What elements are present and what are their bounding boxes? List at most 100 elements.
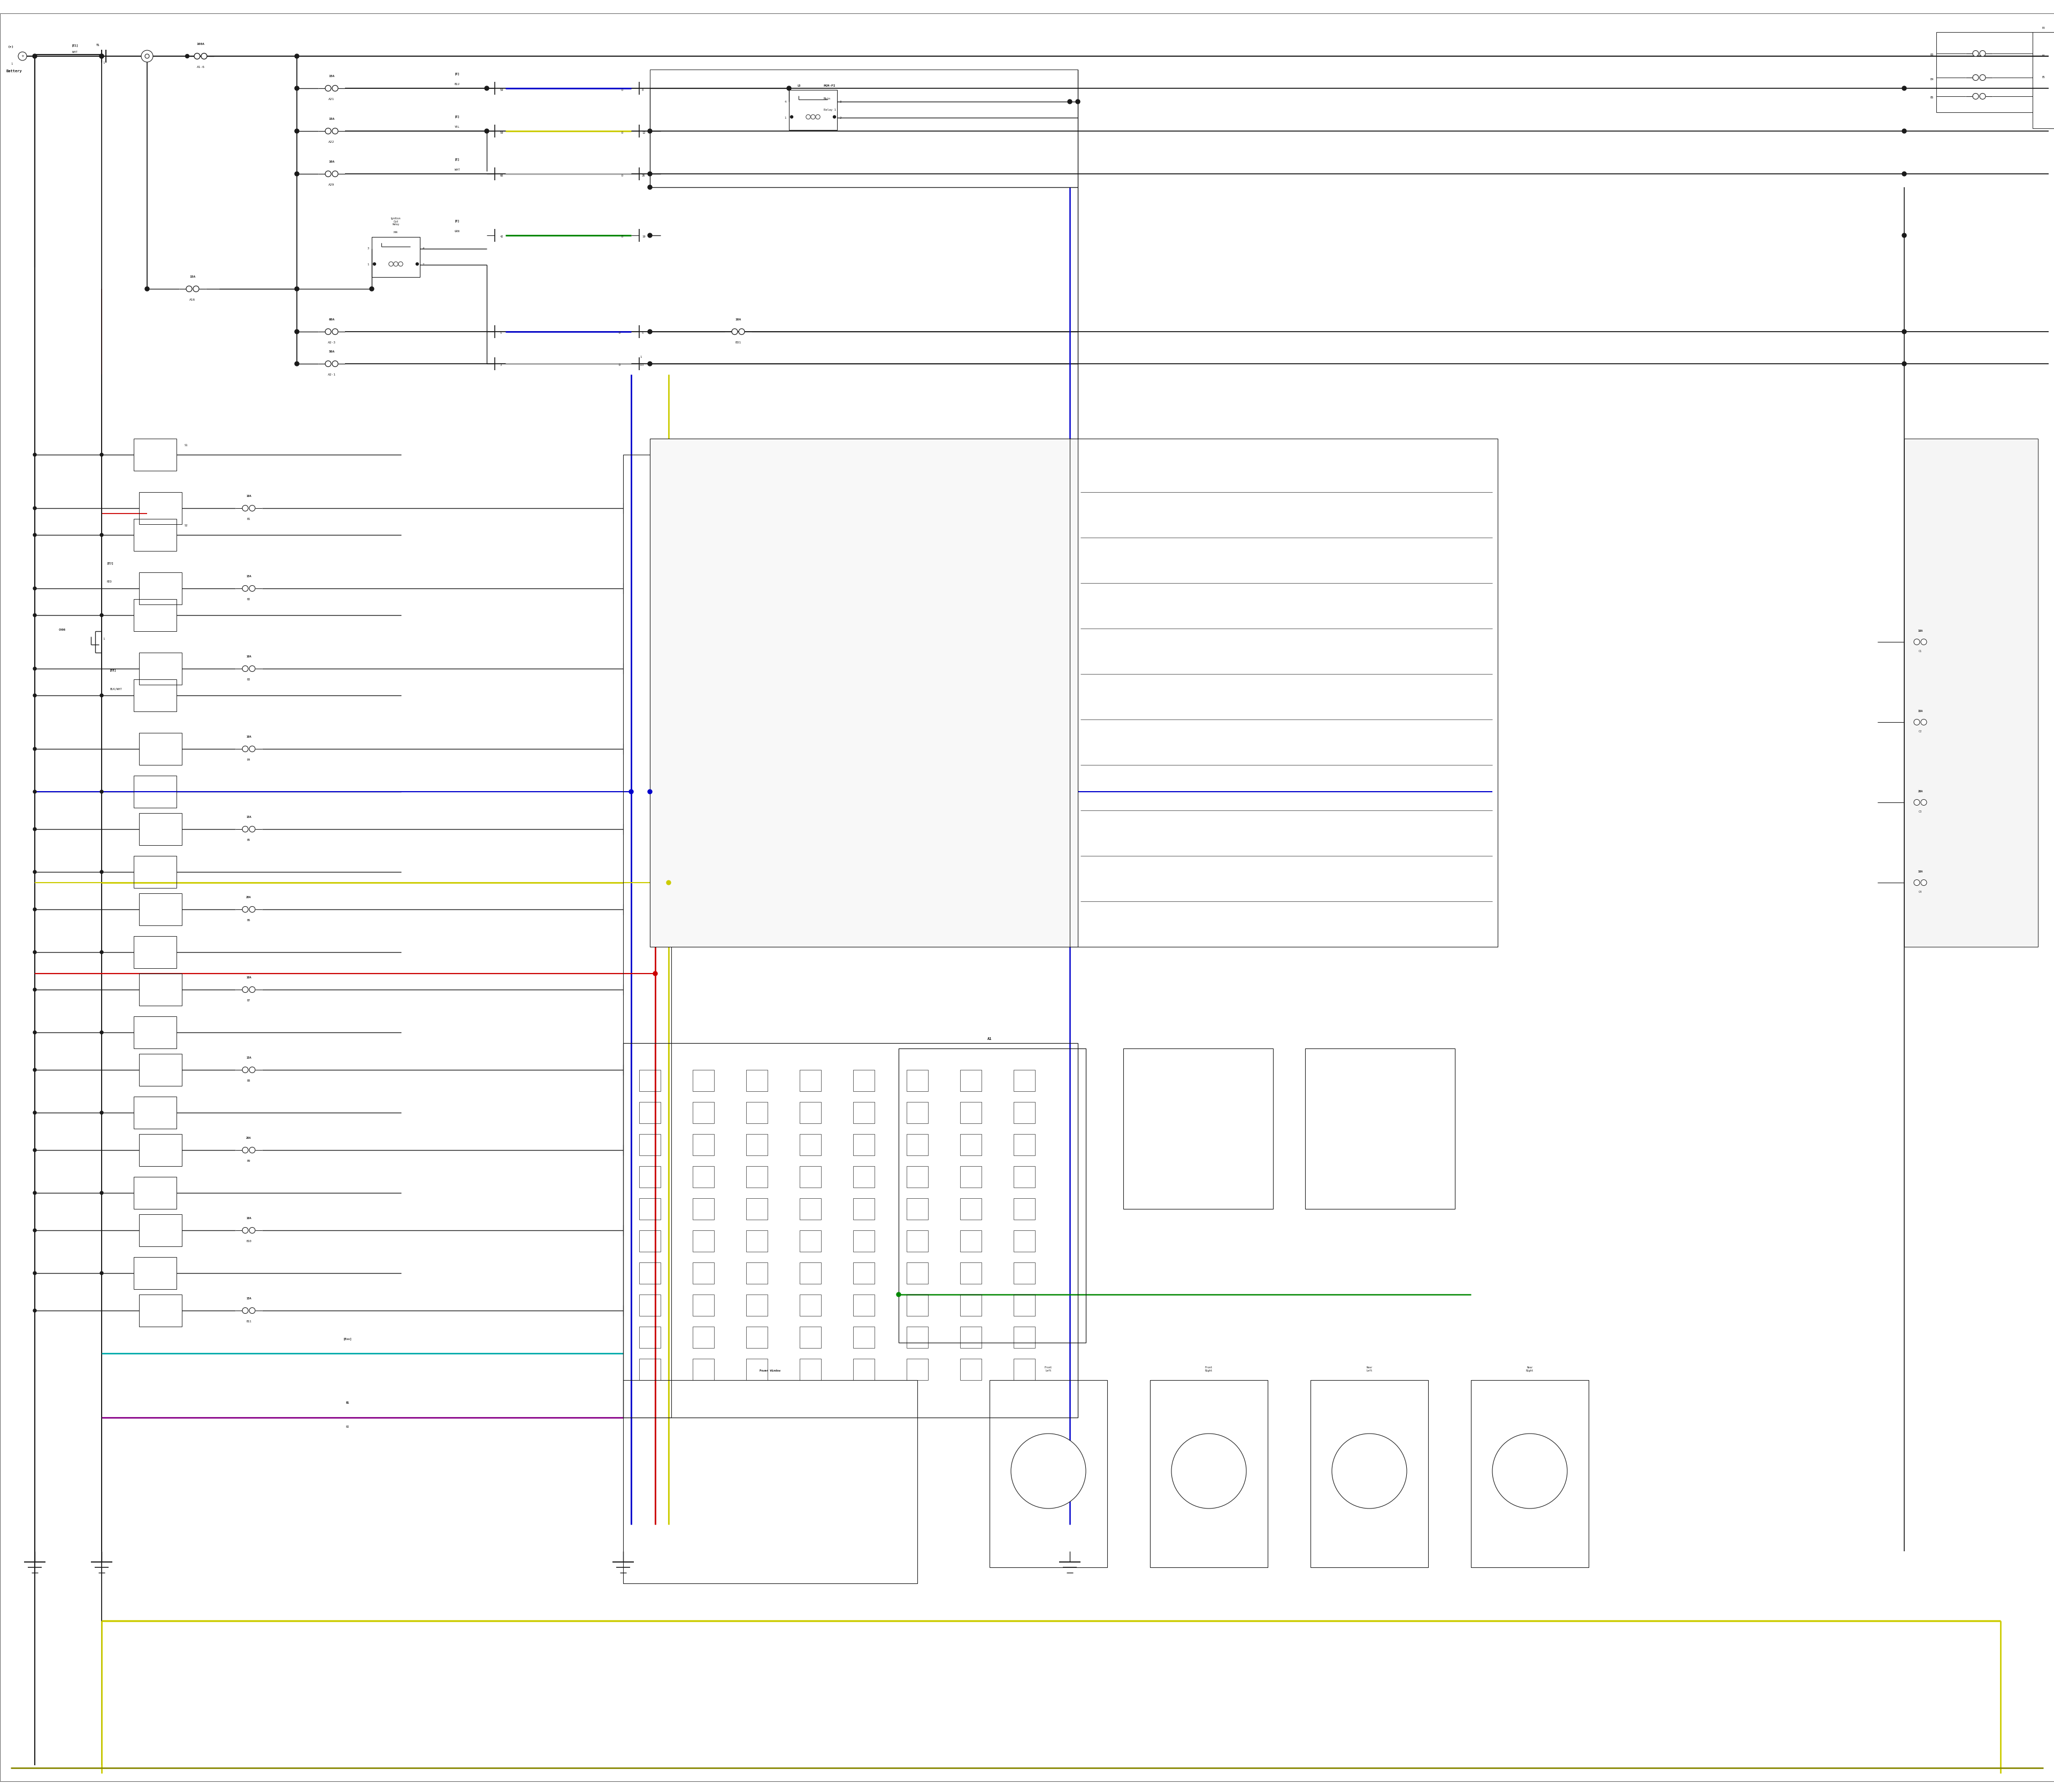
Text: B5: B5 (1931, 97, 1933, 99)
Text: Front
Left: Front Left (1045, 1366, 1052, 1373)
Text: C406: C406 (60, 629, 66, 631)
Circle shape (249, 745, 255, 753)
Circle shape (647, 233, 651, 238)
Text: 15A: 15A (246, 575, 251, 577)
Bar (140, 652, 183, 685)
Bar (639, 1199, 661, 1220)
Bar (134, 776, 177, 808)
Circle shape (249, 1066, 255, 1073)
Circle shape (249, 505, 255, 511)
Circle shape (18, 52, 27, 61)
Bar (649, 70, 1078, 186)
Bar (906, 1231, 928, 1253)
Text: (+): (+) (8, 45, 14, 48)
Circle shape (1011, 1434, 1087, 1509)
Text: 19: 19 (641, 235, 645, 238)
Text: 20A: 20A (1918, 790, 1923, 792)
Bar (692, 1199, 715, 1220)
Text: B4: B4 (1931, 77, 1933, 81)
Circle shape (1920, 799, 1927, 805)
Bar (852, 1070, 875, 1091)
Bar (622, 1380, 918, 1584)
Circle shape (33, 950, 37, 953)
Circle shape (294, 54, 300, 59)
Bar (1013, 1231, 1035, 1253)
Circle shape (1914, 640, 1920, 645)
Bar (134, 520, 177, 550)
Circle shape (294, 330, 300, 333)
Bar (852, 1358, 875, 1380)
Circle shape (33, 613, 37, 616)
Circle shape (249, 586, 255, 591)
Circle shape (249, 907, 255, 912)
Bar (1013, 1102, 1035, 1124)
Circle shape (325, 127, 331, 134)
Bar (1013, 1167, 1035, 1188)
Text: [E]: [E] (454, 158, 460, 161)
Bar (1471, 1380, 1588, 1568)
Text: A22: A22 (329, 142, 335, 143)
Circle shape (33, 1149, 37, 1152)
Text: 50A: 50A (329, 351, 335, 353)
Circle shape (101, 790, 103, 794)
Bar (134, 857, 177, 889)
Bar (906, 1102, 928, 1124)
Circle shape (1972, 93, 1978, 99)
Circle shape (33, 1111, 37, 1115)
Circle shape (249, 987, 255, 993)
Bar (906, 1262, 928, 1283)
Bar (372, 237, 419, 276)
Circle shape (333, 328, 339, 335)
Circle shape (33, 667, 37, 670)
Circle shape (242, 505, 249, 511)
Circle shape (101, 613, 103, 616)
Bar (140, 493, 183, 525)
Circle shape (665, 880, 672, 885)
Circle shape (249, 1147, 255, 1152)
Bar (852, 1231, 875, 1253)
Text: 15A: 15A (246, 1297, 251, 1299)
Circle shape (249, 1228, 255, 1233)
Circle shape (185, 54, 189, 57)
Text: A2-1: A2-1 (329, 373, 335, 376)
Circle shape (394, 262, 398, 267)
Circle shape (33, 534, 37, 536)
Bar (692, 1102, 715, 1124)
Bar (852, 1199, 875, 1220)
Circle shape (242, 1147, 249, 1152)
Circle shape (731, 328, 737, 335)
Text: B4: B4 (246, 758, 251, 762)
Circle shape (187, 287, 191, 292)
Text: Battery: Battery (6, 70, 23, 73)
Bar (799, 1102, 822, 1124)
Text: B1: B1 (345, 1401, 349, 1405)
Circle shape (101, 1272, 103, 1274)
Bar (799, 1231, 822, 1253)
Circle shape (896, 1292, 902, 1297)
Circle shape (834, 115, 836, 118)
Circle shape (485, 86, 489, 90)
Text: 10A: 10A (246, 735, 251, 738)
Text: [E1]: [E1] (72, 43, 78, 47)
Bar (746, 1326, 768, 1348)
Circle shape (101, 1111, 103, 1115)
Circle shape (33, 747, 37, 751)
Circle shape (647, 362, 651, 366)
Circle shape (33, 694, 37, 697)
Bar (906, 1167, 928, 1188)
Text: B2: B2 (246, 599, 251, 600)
Circle shape (325, 328, 331, 335)
Text: 12: 12 (641, 131, 645, 134)
Text: [E]: [E] (454, 72, 460, 75)
Text: 26: 26 (641, 174, 645, 177)
Bar (746, 1134, 768, 1156)
Circle shape (739, 328, 744, 335)
Bar (959, 1199, 982, 1220)
Bar (692, 1294, 715, 1315)
Text: B5: B5 (2042, 77, 2046, 79)
Bar (959, 1358, 982, 1380)
Bar (906, 1294, 928, 1315)
Circle shape (33, 1229, 37, 1231)
Circle shape (1914, 880, 1920, 885)
Bar (959, 1326, 982, 1348)
